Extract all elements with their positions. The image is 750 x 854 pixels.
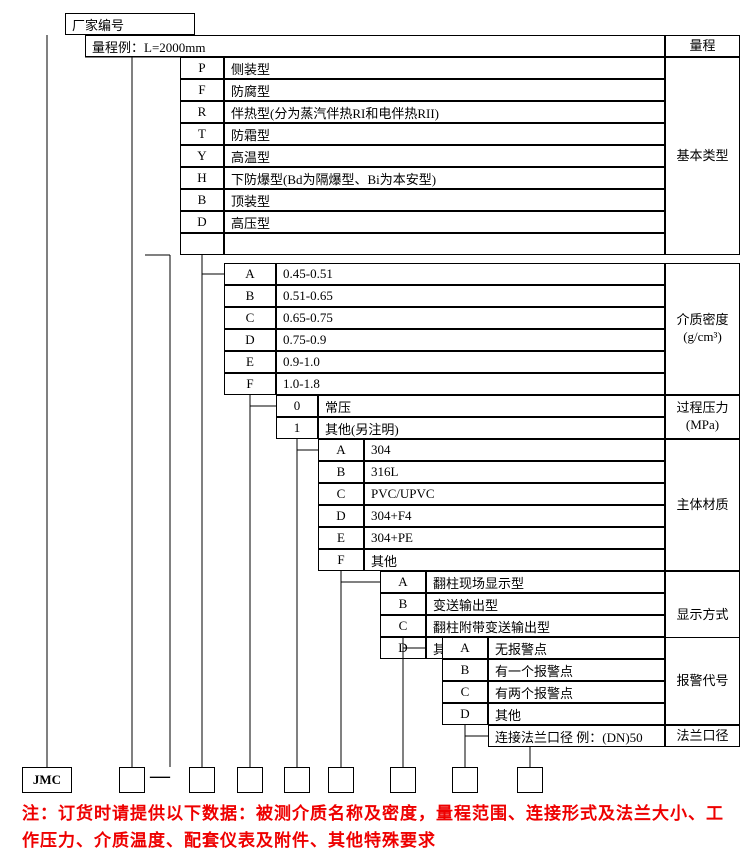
s3-unit: (MPa) bbox=[686, 417, 719, 434]
s5-val-1: 变送输出型 bbox=[426, 593, 665, 615]
s1-code-6: B bbox=[180, 189, 224, 211]
s1-code-5: H bbox=[180, 167, 224, 189]
s1-label: 基本类型 bbox=[665, 57, 740, 255]
s5-code-0: A bbox=[380, 571, 426, 593]
s7-text: 连接法兰口径 例：(DN)50 bbox=[488, 725, 665, 747]
s3-label-txt: 过程压力 bbox=[676, 400, 728, 417]
s5-val-0: 翻柱现场显示型 bbox=[426, 571, 665, 593]
s4-code-4: E bbox=[318, 527, 364, 549]
s1-code-2: R bbox=[180, 101, 224, 123]
slot-display[interactable] bbox=[390, 767, 416, 793]
s5-code-2: C bbox=[380, 615, 426, 637]
s6-val-0: 无报警点 bbox=[488, 637, 665, 659]
s6-code-2: C bbox=[442, 681, 488, 703]
s1-val-5: 下防爆型(Bd为隔爆型、Bi为本安型) bbox=[224, 167, 665, 189]
s2-val-3: 0.75-0.9 bbox=[276, 329, 665, 351]
s2-val-0: 0.45-0.51 bbox=[276, 263, 665, 285]
s1-val-3: 防霜型 bbox=[224, 123, 665, 145]
s2-label: 介质密度(g/cm³) bbox=[665, 263, 740, 395]
mfr-row: 厂家编号 bbox=[65, 13, 195, 35]
s4-val-5: 其他 bbox=[364, 549, 665, 571]
s1-val-7: 高压型 bbox=[224, 211, 665, 233]
s3-code-1: 1 bbox=[276, 417, 318, 439]
ordering-diagram: 厂家编号 量程例：L=2000mm 量程 P侧装型 F防腐型 R伴热型(分为蒸汽… bbox=[10, 5, 740, 840]
s2-val-2: 0.65-0.75 bbox=[276, 307, 665, 329]
s2-code-3: D bbox=[224, 329, 276, 351]
s1-code-1: F bbox=[180, 79, 224, 101]
s1-spacer bbox=[180, 233, 224, 255]
s6-val-2: 有两个报警点 bbox=[488, 681, 665, 703]
s1-val-4: 高温型 bbox=[224, 145, 665, 167]
slot-range[interactable] bbox=[119, 767, 145, 793]
s4-code-0: A bbox=[318, 439, 364, 461]
s2-val-4: 0.9-1.0 bbox=[276, 351, 665, 373]
s4-val-0: 304 bbox=[364, 439, 665, 461]
dash-icon: — bbox=[150, 765, 170, 788]
s1-spacer2 bbox=[224, 233, 665, 255]
s1-code-4: Y bbox=[180, 145, 224, 167]
s1-val-6: 顶装型 bbox=[224, 189, 665, 211]
slot-pressure[interactable] bbox=[284, 767, 310, 793]
s2-val-5: 1.0-1.8 bbox=[276, 373, 665, 395]
s7-label: 法兰口径 bbox=[665, 725, 740, 747]
s1-val-0: 侧装型 bbox=[224, 57, 665, 79]
s1-code-7: D bbox=[180, 211, 224, 233]
slot-flange[interactable] bbox=[517, 767, 543, 793]
s6-code-1: B bbox=[442, 659, 488, 681]
s3-label: 过程压力(MPa) bbox=[665, 395, 740, 439]
s4-code-5: F bbox=[318, 549, 364, 571]
s1-val-2: 伴热型(分为蒸汽伴热RI和电伴热RII) bbox=[224, 101, 665, 123]
range-row: 量程例：L=2000mm bbox=[85, 35, 665, 57]
s4-code-1: B bbox=[318, 461, 364, 483]
s5-code-3: D bbox=[380, 637, 426, 659]
s4-code-3: D bbox=[318, 505, 364, 527]
s6-val-1: 有一个报警点 bbox=[488, 659, 665, 681]
s1-code-0: P bbox=[180, 57, 224, 79]
s5-val-2: 翻柱附带变送输出型 bbox=[426, 615, 665, 637]
s6-val-3: 其他 bbox=[488, 703, 665, 725]
s3-code-0: 0 bbox=[276, 395, 318, 417]
s1-val-1: 防腐型 bbox=[224, 79, 665, 101]
s4-val-2: PVC/UPVC bbox=[364, 483, 665, 505]
s3-val-0: 常压 bbox=[318, 395, 665, 417]
s6-label: 报警代号 bbox=[665, 637, 740, 725]
s4-code-2: C bbox=[318, 483, 364, 505]
s4-val-1: 316L bbox=[364, 461, 665, 483]
prefix-box: JMC bbox=[22, 767, 72, 793]
s4-val-4: 304+PE bbox=[364, 527, 665, 549]
s2-code-0: A bbox=[224, 263, 276, 285]
s6-code-0: A bbox=[442, 637, 488, 659]
s2-code-2: C bbox=[224, 307, 276, 329]
s3-val-1: 其他(另注明) bbox=[318, 417, 665, 439]
slot-material[interactable] bbox=[328, 767, 354, 793]
order-note: 注：订货时请提供以下数据：被测介质名称及密度，量程范围、连接形式及法兰大小、工作… bbox=[22, 800, 732, 854]
range-label: 量程 bbox=[665, 35, 740, 57]
s2-val-1: 0.51-0.65 bbox=[276, 285, 665, 307]
s2-label-txt: 介质密度 bbox=[676, 312, 728, 329]
s2-code-1: B bbox=[224, 285, 276, 307]
s2-code-5: F bbox=[224, 373, 276, 395]
s4-label: 主体材质 bbox=[665, 439, 740, 571]
s5-code-1: B bbox=[380, 593, 426, 615]
slot-density[interactable] bbox=[237, 767, 263, 793]
s4-val-3: 304+F4 bbox=[364, 505, 665, 527]
s6-code-3: D bbox=[442, 703, 488, 725]
slot-type[interactable] bbox=[189, 767, 215, 793]
slot-alarm[interactable] bbox=[452, 767, 478, 793]
s2-unit: (g/cm³) bbox=[683, 329, 722, 346]
s2-code-4: E bbox=[224, 351, 276, 373]
s1-code-3: T bbox=[180, 123, 224, 145]
